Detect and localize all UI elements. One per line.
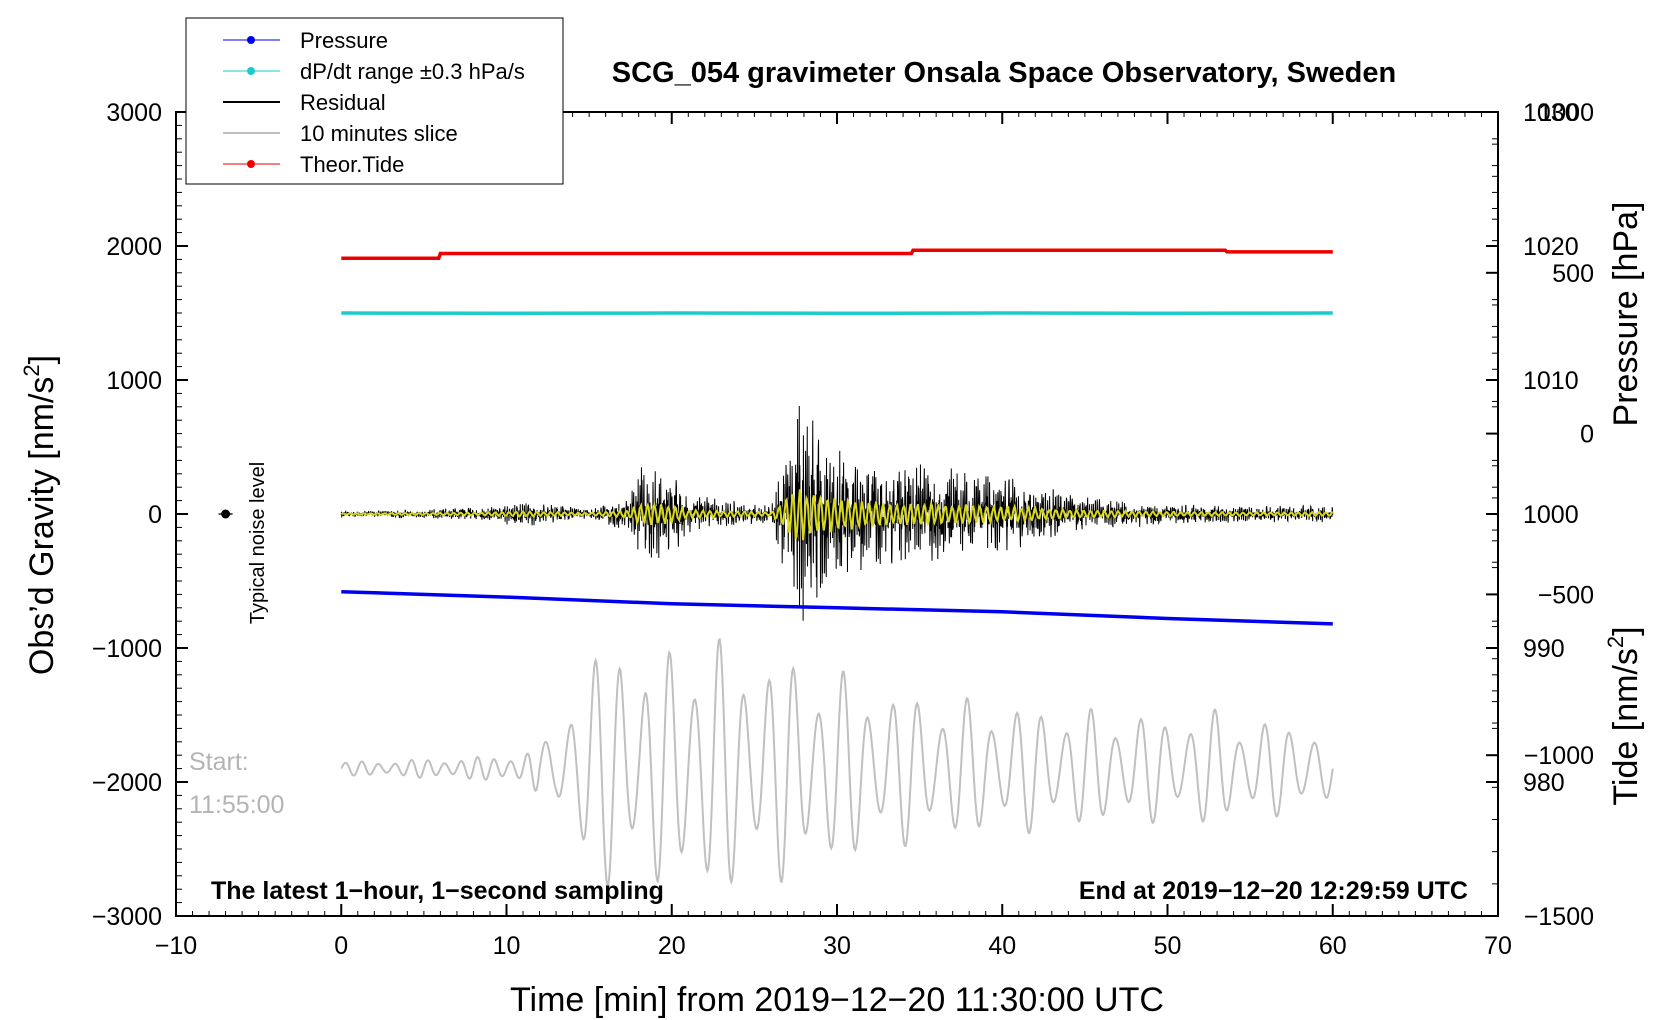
- tide-tick-label: −1500: [1524, 903, 1594, 931]
- y-axis-label-pressure: Pressure [hPa]: [1607, 202, 1645, 427]
- legend: Pressure dP/dt range ±0.3 hPa/s Residual 10…: [185, 17, 564, 185]
- pressure-tick-label: 1030: [1523, 99, 1579, 127]
- x-tick-label: 30: [823, 932, 851, 960]
- tide-tick-label: 1000: [1538, 99, 1594, 127]
- y-tick-label: 2000: [106, 233, 162, 261]
- start-label: Start:: [189, 748, 249, 776]
- y-tick-label: −1000: [92, 635, 162, 663]
- tide-tick-label: 500: [1552, 260, 1594, 288]
- x-tick-label: −10: [155, 932, 197, 960]
- x-tick-label: 0: [334, 932, 348, 960]
- series-tide-line: [341, 248, 1333, 261]
- pressure-tick-label: 990: [1523, 635, 1565, 663]
- pressure-tick-label: 1020: [1523, 233, 1579, 261]
- series-slice-line: [340, 637, 1334, 887]
- series-pressure-line: [341, 589, 1333, 626]
- chart-title: SCG_054 gravimeter Onsala Space Observat…: [612, 57, 1396, 89]
- x-tick-label: 10: [493, 932, 521, 960]
- y-axis-label-gravity: Obs’d Gravity [nm/s2]: [19, 355, 61, 675]
- y-axis-pressure: 1030 1020 1010 1000 990 980: [1486, 99, 1579, 797]
- y-axis-gravity: 3000 2000 1000 0 −1000 −2000 −3000: [92, 99, 188, 931]
- y-tick-label: −2000: [92, 769, 162, 797]
- legend-label: Residual: [300, 90, 386, 115]
- y-axis-tide: 1000 500 0 −500 −1000 −1500: [1486, 99, 1594, 931]
- series-residual-filtered-line: [340, 489, 1334, 541]
- noise-level-marker: [221, 509, 231, 519]
- x-tick-label: 70: [1484, 932, 1512, 960]
- noise-label: Typical noise level: [247, 462, 269, 624]
- y-tick-label: 3000: [106, 99, 162, 127]
- y-axis-label-tide-main: Tide [nm/s: [1607, 648, 1645, 805]
- tide-tick-label: 0: [1580, 421, 1594, 449]
- legend-label: Theor.Tide: [300, 152, 404, 177]
- legend-swatch-marker: [247, 67, 255, 75]
- legend-swatch-marker: [247, 160, 255, 168]
- pressure-tick-label: 1010: [1523, 367, 1579, 395]
- legend-label: dP/dt range ±0.3 hPa/s: [300, 59, 525, 84]
- x-tick-label: 60: [1319, 932, 1347, 960]
- pressure-tick-label: 1000: [1523, 501, 1579, 529]
- end-time-note: End at 2019−12−20 12:29:59 UTC: [1079, 877, 1468, 905]
- legend-label: 10 minutes slice: [300, 121, 458, 146]
- y-axis-label-gravity-main: Obs’d Gravity [nm/s: [23, 377, 61, 676]
- y-axis-label-gravity-sup: 2: [19, 364, 44, 376]
- y-tick-label: 1000: [106, 367, 162, 395]
- sampling-note: The latest 1−hour, 1−second sampling: [211, 877, 664, 905]
- tide-tick-label: −500: [1538, 581, 1594, 609]
- start-time: 11:55:00: [189, 791, 284, 819]
- x-tick-label: 50: [1154, 932, 1182, 960]
- x-tick-label: 20: [658, 932, 686, 960]
- y-tick-label: −3000: [92, 903, 162, 931]
- y-axis-label-tide: Tide [nm/s2]: [1603, 626, 1645, 805]
- y-axis-label-gravity-end: ]: [23, 355, 61, 364]
- tide-tick-label: −1000: [1524, 742, 1594, 770]
- y-tick-label: 0: [148, 501, 162, 529]
- legend-label: Pressure: [300, 28, 388, 53]
- legend-swatch-marker: [247, 36, 255, 44]
- x-axis-label: Time [min] from 2019−12−20 11:30:00 UTC: [510, 981, 1164, 1019]
- x-tick-label: 40: [988, 932, 1016, 960]
- y-axis-label-tide-end: ]: [1607, 626, 1645, 635]
- pressure-tick-label: 980: [1523, 769, 1565, 797]
- y-axis-label-tide-sup: 2: [1603, 636, 1628, 648]
- x-axis: −10 0 10 20 30 40 50 60 70: [155, 112, 1512, 960]
